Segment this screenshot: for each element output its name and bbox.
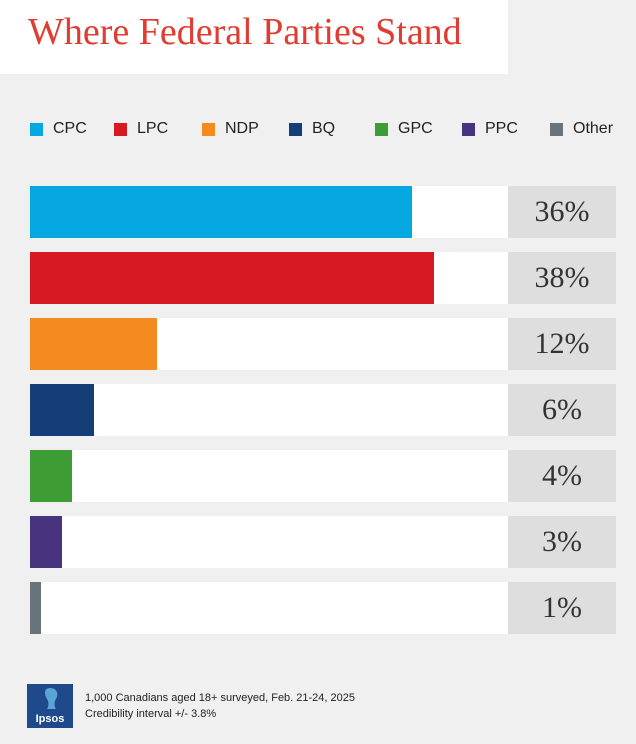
legend-item-bq: BQ [289, 118, 335, 140]
legend-label-ppc: PPC [485, 120, 518, 137]
data-label-cpc: 36% [534, 195, 590, 228]
bar-track-ndp [30, 318, 508, 370]
value-box-lpc: 38% [508, 252, 616, 304]
bar-bq [30, 384, 94, 436]
ipsos-logo: Ipsos [27, 684, 73, 728]
bar-other [30, 582, 41, 634]
data-label-other: 1% [542, 591, 582, 624]
value-box-ndp: 12% [508, 318, 616, 370]
data-label-lpc: 38% [534, 261, 590, 294]
value-box-other: 1% [508, 582, 616, 634]
data-label-ndp: 12% [534, 327, 590, 360]
bar-cpc [30, 186, 412, 238]
credibility-note: Credibility interval +/- 3.8% [85, 708, 217, 720]
value-box-cpc: 36% [508, 186, 616, 238]
title-panel: Where Federal Parties Stand [0, 0, 508, 74]
legend-swatch-other [550, 122, 563, 136]
bar-track-cpc [30, 186, 508, 238]
legend-item-ppc: PPC [462, 118, 518, 140]
legend-swatch-cpc [30, 122, 43, 136]
legend: CPC LPC NDP BQ GPC PPC Other [30, 118, 630, 140]
bar-row-cpc: 36% [30, 186, 616, 238]
legend-label-ndp: NDP [225, 120, 259, 137]
legend-item-lpc: LPC [114, 118, 168, 140]
legend-item-cpc: CPC [30, 118, 87, 140]
bar-row-lpc: 38% [30, 252, 616, 304]
bar-lpc [30, 252, 434, 304]
bar-row-bq: 6% [30, 384, 616, 436]
legend-label-gpc: GPC [398, 120, 433, 137]
data-label-ppc: 3% [542, 525, 582, 558]
footer: Ipsos 1,000 Canadians aged 18+ surveyed,… [27, 684, 355, 728]
bar-gpc [30, 450, 72, 502]
survey-note: 1,000 Canadians aged 18+ surveyed, Feb. … [85, 692, 356, 704]
legend-item-ndp: NDP [202, 118, 259, 140]
footer-notes: 1,000 Canadians aged 18+ surveyed, Feb. … [85, 690, 355, 722]
legend-label-other: Other [573, 120, 614, 137]
legend-swatch-bq [289, 122, 302, 136]
bar-track-bq [30, 384, 508, 436]
ipsos-logo-text: Ipsos [35, 713, 65, 725]
ipsos-logo-mark [45, 688, 58, 709]
value-box-bq: 6% [508, 384, 616, 436]
bar-row-other: 1% [30, 582, 616, 634]
legend-label-lpc: LPC [137, 120, 169, 137]
legend-swatch-ppc [462, 122, 475, 136]
bar-ndp [30, 318, 157, 370]
legend-swatch-gpc [375, 122, 388, 136]
bar-row-gpc: 4% [30, 450, 616, 502]
bar-track-gpc [30, 450, 508, 502]
value-box-gpc: 4% [508, 450, 616, 502]
legend-item-other: Other [550, 118, 613, 140]
bar-track-lpc [30, 252, 508, 304]
legend-swatch-lpc [114, 122, 127, 136]
bar-row-ndp: 12% [30, 318, 616, 370]
value-box-ppc: 3% [508, 516, 616, 568]
data-label-gpc: 4% [542, 459, 582, 492]
legend-label-cpc: CPC [53, 120, 87, 137]
legend-swatch-ndp [202, 122, 215, 136]
bar-track-ppc [30, 516, 508, 568]
legend-item-gpc: GPC [375, 118, 433, 140]
bar-track-other [30, 582, 508, 634]
legend-label-bq: BQ [312, 120, 336, 137]
bar-ppc [30, 516, 62, 568]
chart-title: Where Federal Parties Stand [28, 11, 462, 53]
data-label-bq: 6% [542, 393, 582, 426]
bar-row-ppc: 3% [30, 516, 616, 568]
